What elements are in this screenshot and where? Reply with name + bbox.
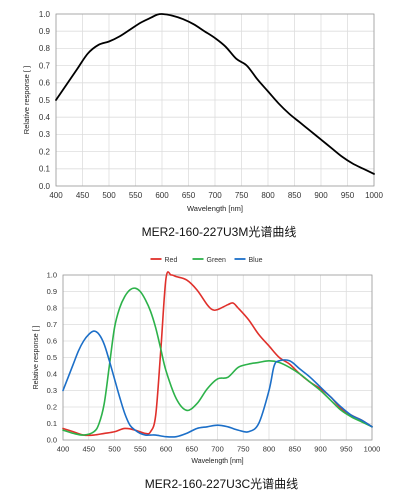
y-tick-label: 0.8	[47, 304, 57, 313]
y-tick-label: 0.4	[47, 370, 57, 379]
series-line	[55, 13, 375, 175]
y-axis-label: Relative response [ ]	[33, 326, 40, 390]
x-tick-label: 400	[49, 191, 63, 200]
x-tick-label: 850	[288, 191, 302, 200]
y-tick-label: 1.0	[47, 271, 57, 280]
y-tick-label: 0.0	[47, 436, 57, 445]
x-tick-label: 950	[341, 191, 355, 200]
x-tick-label: 1000	[364, 445, 381, 454]
x-tick-label: 950	[340, 445, 353, 454]
legend-label-green: Green	[207, 257, 227, 264]
x-tick-label: 800	[261, 191, 275, 200]
chart-caption: MER2-160-227U3C光谱曲线	[145, 477, 298, 491]
x-tick-label: 800	[263, 445, 276, 454]
y-tick-label: 0.5	[47, 353, 57, 362]
chart-caption: MER2-160-227U3M光谱曲线	[142, 225, 297, 239]
series-line-blue	[62, 330, 373, 438]
x-tick-label: 600	[160, 445, 173, 454]
y-axis-label: Relative response [ ]	[22, 66, 31, 134]
chart-2: 0.0 0.1 0.2 0.3 0.4 0.5 0.6 0.7 0.8 0.9 1.0 400 450 5…	[33, 257, 380, 491]
y-tick-label: 0.2	[47, 403, 57, 412]
x-tick-label: 500	[108, 445, 121, 454]
x-tick-label: 650	[185, 445, 198, 454]
x-tick-label: 550	[129, 191, 143, 200]
y-tick-label: 0.7	[39, 61, 51, 70]
x-tick-label: 400	[57, 445, 70, 454]
x-tick-label: 750	[235, 191, 249, 200]
legend-label-red: Red	[165, 257, 178, 264]
x-tick-label: 1000	[365, 191, 383, 200]
y-tick-label: 0.0	[39, 182, 51, 191]
y-tick-label: 0.9	[47, 287, 57, 296]
y-tick-label: 0.7	[47, 320, 57, 329]
y-tick-label: 0.1	[47, 419, 57, 428]
x-tick-label: 600	[155, 191, 169, 200]
x-tick-label: 900	[314, 445, 327, 454]
x-tick-label: 550	[134, 445, 147, 454]
x-tick-label: 500	[102, 191, 116, 200]
y-tick-label: 0.6	[47, 337, 57, 346]
x-axis-label: Wavelength [nm]	[187, 204, 243, 213]
x-tick-label: 450	[76, 191, 90, 200]
x-tick-label: 750	[237, 445, 250, 454]
x-tick-label: 700	[211, 445, 224, 454]
y-tick-label: 0.3	[47, 386, 57, 395]
y-tick-label: 1.0	[39, 10, 51, 19]
y-tick-label: 0.6	[39, 79, 51, 88]
y-tick-label: 0.1	[39, 165, 51, 174]
x-tick-label: 650	[182, 191, 196, 200]
x-tick-label: 900	[314, 191, 328, 200]
y-tick-label: 0.8	[39, 44, 51, 53]
y-tick-label: 0.9	[39, 27, 51, 36]
x-tick-label: 700	[208, 191, 222, 200]
y-tick-label: 0.4	[39, 113, 51, 122]
y-tick-label: 0.2	[39, 147, 51, 156]
x-tick-label: 450	[82, 445, 95, 454]
legend-label-blue: Blue	[249, 257, 263, 264]
y-tick-label: 0.5	[39, 96, 51, 105]
x-axis-label: Wavelength [nm]	[191, 458, 243, 465]
x-tick-label: 850	[288, 445, 301, 454]
chart-1: 0.0 0.1 0.2 0.3 0.4 0.5 0.6 0.7 0.8 0.9 1.0 400 450 5…	[22, 10, 383, 239]
plot-frame	[62, 274, 373, 441]
y-tick-label: 0.3	[39, 130, 51, 139]
